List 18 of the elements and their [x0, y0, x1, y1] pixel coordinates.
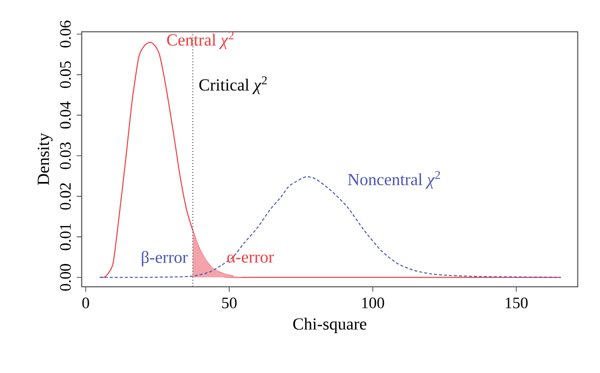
x-axis-title: Chi-square [293, 318, 366, 334]
annotation: β-error [142, 250, 188, 266]
series-label: Noncentral χ$^{2}$ [348, 170, 440, 189]
y-tick-label: 0.05 [60, 61, 71, 88]
x-tick-label: 0 [82, 298, 90, 308]
y-tick-label: 0.06 [60, 20, 71, 48]
y-tick-label: 0.03 [60, 142, 71, 170]
y-tick-label: 0.02 [60, 183, 71, 210]
annotation: α-error [227, 254, 274, 263]
y-tick-label: 0.04 [60, 102, 71, 129]
x-tick-label: 100 [362, 298, 384, 308]
series-label: Central χ$^{2}$ [167, 31, 234, 50]
x-tick-label: 50 [222, 298, 237, 308]
y-tick-label: 0.01 [60, 224, 71, 250]
y-tick-label: 0.00 [60, 264, 71, 291]
y-axis-title: Density [38, 132, 53, 186]
x-tick-label: 150 [506, 298, 528, 308]
ref-line-label: Critical χ$^{2}$ [199, 76, 267, 94]
